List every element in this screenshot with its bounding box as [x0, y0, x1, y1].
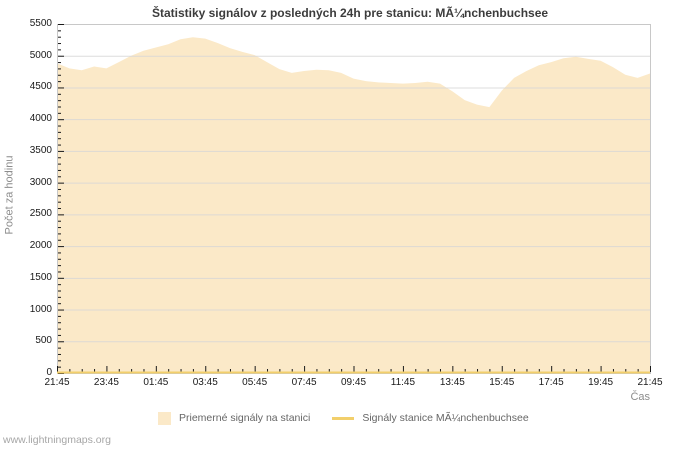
x-tick-label: 21:45 — [44, 377, 70, 388]
x-tick-label: 21:45 — [637, 377, 663, 388]
x-tick-label: 23:45 — [93, 377, 119, 388]
x-axis-title: Čas — [630, 391, 650, 403]
y-tick-label: 4000 — [29, 113, 52, 125]
x-tick-label: 11:45 — [390, 377, 416, 388]
y-tick-label: 5500 — [29, 18, 52, 29]
y-tick-label: 500 — [35, 335, 52, 347]
y-tick-label: 3500 — [29, 144, 52, 156]
y-tick-label: 1500 — [29, 271, 52, 283]
legend: Priemerné signály na stanici Signály sta… — [158, 410, 551, 426]
y-tick-label: 4500 — [29, 81, 52, 93]
legend-label-average: Priemerné signály na stanici — [179, 412, 311, 424]
x-tick-label: 01:45 — [143, 377, 169, 388]
chart-title: Štatistiky signálov z posledných 24h pre… — [151, 6, 549, 20]
x-tick-label: 09:45 — [340, 377, 367, 388]
y-tick-label: 3000 — [29, 176, 52, 188]
watermark-link[interactable]: www.lightningmaps.org — [3, 434, 111, 446]
x-tick-label: 03:45 — [192, 377, 218, 388]
average-signals-area — [57, 37, 650, 374]
y-tick-label: 2000 — [29, 240, 52, 252]
x-tick-label: 07:45 — [291, 377, 317, 388]
x-tick-label: 17:45 — [538, 377, 564, 388]
y-tick-label: 1000 — [29, 303, 52, 315]
x-tick-label: 13:45 — [439, 377, 465, 388]
y-tick-label: 5000 — [29, 49, 52, 61]
x-tick-label: 15:45 — [489, 377, 515, 388]
y-tick-label: 2500 — [29, 208, 52, 220]
legend-swatch-average-area — [158, 411, 171, 425]
x-tick-label: 19:45 — [588, 377, 614, 388]
legend-swatch-station-line — [332, 416, 355, 420]
y-tick-label: 0 — [46, 367, 52, 378]
legend-label-station: Signály stanice MÃ¼nchenbuchsee — [362, 412, 529, 424]
x-tick-label: 05:45 — [242, 377, 268, 388]
